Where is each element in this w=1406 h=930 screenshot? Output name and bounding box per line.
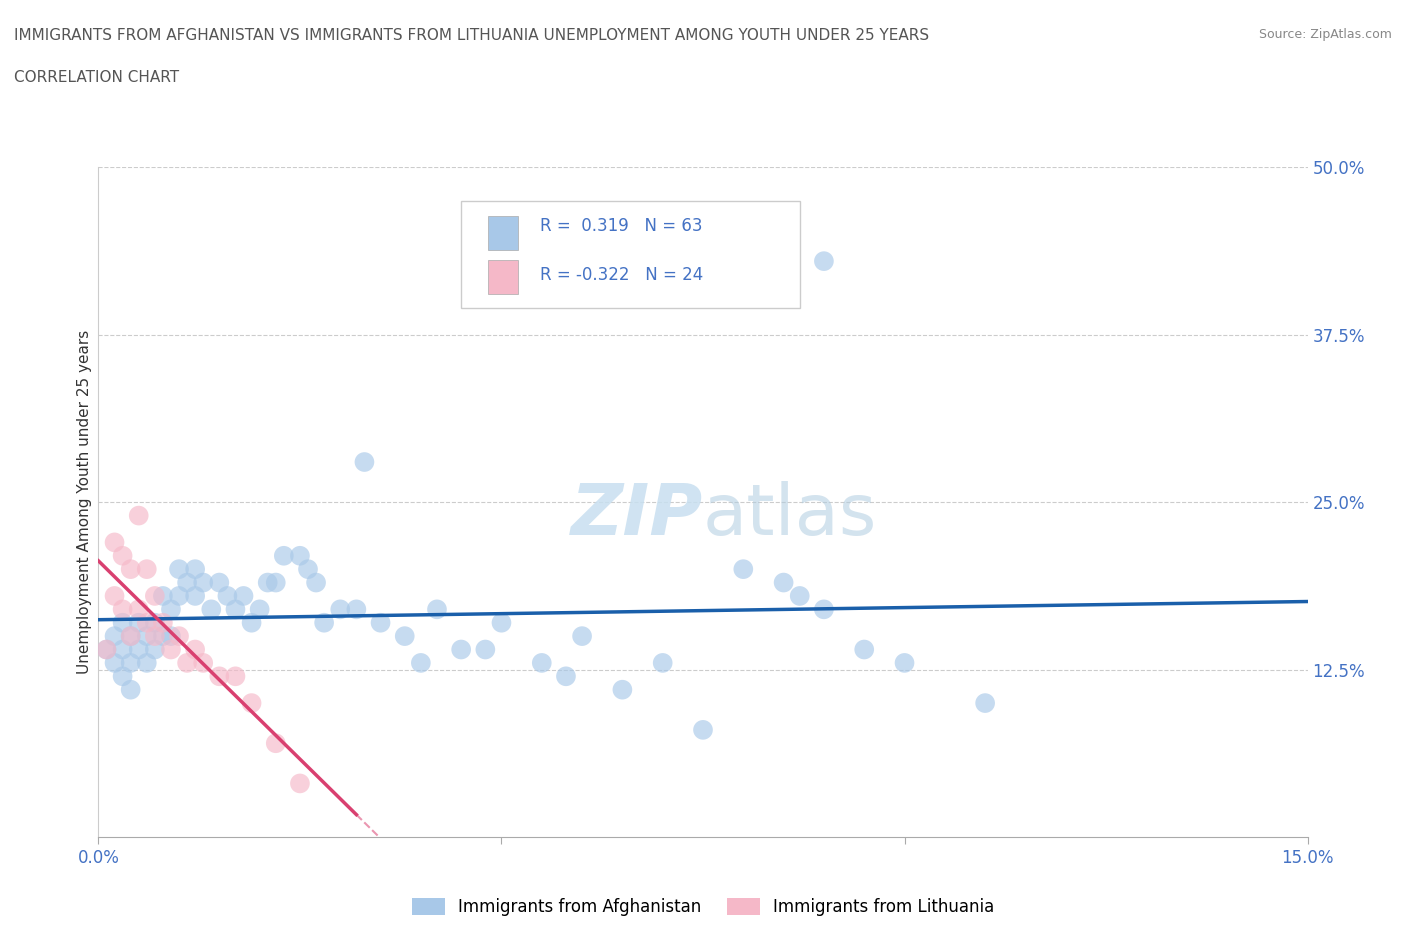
Point — [111, 616, 134, 631]
Point — [208, 669, 231, 684]
Point — [394, 629, 416, 644]
Point — [789, 589, 811, 604]
Point — [167, 562, 190, 577]
Point — [184, 589, 207, 604]
Point — [152, 589, 174, 604]
Point — [264, 575, 287, 590]
Point — [120, 562, 142, 577]
Point — [733, 562, 755, 577]
Point — [167, 629, 190, 644]
Point — [288, 776, 311, 790]
Point — [152, 616, 174, 631]
Y-axis label: Unemployment Among Youth under 25 years: Unemployment Among Youth under 25 years — [77, 330, 91, 674]
Point — [120, 629, 142, 644]
Point — [103, 589, 125, 604]
Bar — [488, 260, 517, 294]
Point — [772, 575, 794, 590]
Point — [135, 562, 157, 577]
Point — [813, 254, 835, 269]
Text: R =  0.319   N = 63: R = 0.319 N = 63 — [540, 218, 702, 235]
Point — [184, 562, 207, 577]
Point — [128, 602, 150, 617]
Point — [152, 629, 174, 644]
Point — [176, 575, 198, 590]
Point — [111, 602, 134, 617]
Point — [193, 575, 215, 590]
Point — [103, 629, 125, 644]
Point — [491, 616, 513, 631]
Point — [224, 602, 246, 617]
Legend: Immigrants from Afghanistan, Immigrants from Lithuania: Immigrants from Afghanistan, Immigrants … — [405, 891, 1001, 923]
Point — [128, 508, 150, 523]
FancyBboxPatch shape — [461, 201, 800, 308]
Point — [232, 589, 254, 604]
Point — [143, 642, 166, 657]
Point — [111, 642, 134, 657]
Point — [208, 575, 231, 590]
Point — [612, 683, 634, 698]
Point — [974, 696, 997, 711]
Point — [120, 656, 142, 671]
Text: CORRELATION CHART: CORRELATION CHART — [14, 70, 179, 85]
Point — [135, 616, 157, 631]
Point — [853, 642, 876, 657]
Point — [240, 616, 263, 631]
Point — [273, 549, 295, 564]
Point — [571, 629, 593, 644]
Point — [555, 669, 578, 684]
Point — [128, 642, 150, 657]
Point — [530, 656, 553, 671]
Point — [111, 549, 134, 564]
Point — [329, 602, 352, 617]
Text: IMMIGRANTS FROM AFGHANISTAN VS IMMIGRANTS FROM LITHUANIA UNEMPLOYMENT AMONG YOUT: IMMIGRANTS FROM AFGHANISTAN VS IMMIGRANT… — [14, 28, 929, 43]
Point — [96, 642, 118, 657]
Point — [128, 616, 150, 631]
Point — [120, 629, 142, 644]
Point — [111, 669, 134, 684]
Point — [813, 602, 835, 617]
Point — [651, 656, 673, 671]
Text: Source: ZipAtlas.com: Source: ZipAtlas.com — [1258, 28, 1392, 41]
Point — [305, 575, 328, 590]
Point — [193, 656, 215, 671]
Point — [160, 642, 183, 657]
Point — [353, 455, 375, 470]
Point — [143, 589, 166, 604]
Point — [224, 669, 246, 684]
Point — [217, 589, 239, 604]
Point — [160, 629, 183, 644]
Point — [240, 696, 263, 711]
Point — [143, 616, 166, 631]
Point — [160, 602, 183, 617]
Point — [143, 629, 166, 644]
Point — [297, 562, 319, 577]
Point — [249, 602, 271, 617]
Point — [256, 575, 278, 590]
Point — [692, 723, 714, 737]
Point — [344, 602, 367, 617]
Text: ZIP: ZIP — [571, 481, 703, 550]
Point — [370, 616, 392, 631]
Point — [474, 642, 496, 657]
Point — [103, 656, 125, 671]
Point — [135, 629, 157, 644]
Point — [264, 736, 287, 751]
Point — [409, 656, 432, 671]
Bar — [488, 217, 517, 250]
Text: atlas: atlas — [703, 481, 877, 550]
Point — [103, 535, 125, 550]
Point — [184, 642, 207, 657]
Point — [135, 656, 157, 671]
Point — [288, 549, 311, 564]
Point — [426, 602, 449, 617]
Text: R = -0.322   N = 24: R = -0.322 N = 24 — [540, 266, 703, 284]
Point — [96, 642, 118, 657]
Point — [314, 616, 336, 631]
Point — [167, 589, 190, 604]
Point — [120, 683, 142, 698]
Point — [893, 656, 915, 671]
Point — [200, 602, 222, 617]
Point — [450, 642, 472, 657]
Point — [176, 656, 198, 671]
